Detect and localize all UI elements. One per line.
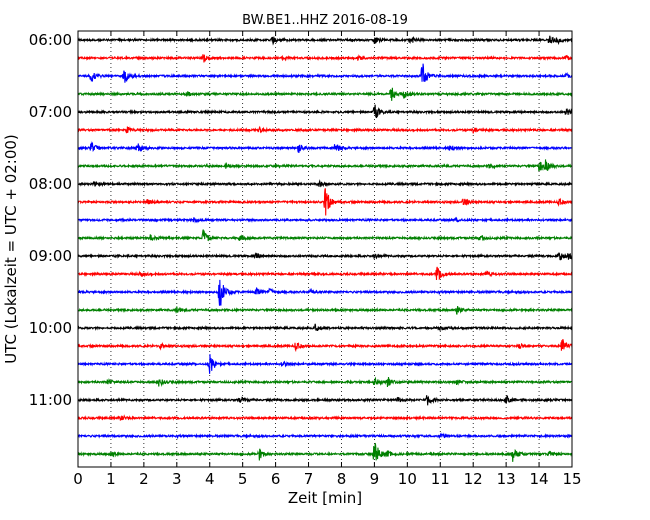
chart-title: BW.BE1..HHZ 2016-08-19 <box>242 13 408 28</box>
x-tick-label-13: 13 <box>497 470 516 488</box>
y-tick-label-5: 11:00 <box>29 391 72 409</box>
trace-10:00 <box>77 323 573 332</box>
trace-08:15 <box>77 188 573 216</box>
trace-10:45 <box>77 376 573 388</box>
x-tick-label-5: 5 <box>238 470 248 488</box>
x-tick-label-15: 15 <box>562 470 581 488</box>
trace-07:45 <box>77 159 573 172</box>
x-tick-label-6: 6 <box>271 470 281 488</box>
trace-09:00 <box>77 252 573 261</box>
trace-09:15 <box>77 266 573 281</box>
trace-08:30 <box>77 216 573 224</box>
trace-09:45 <box>77 306 573 315</box>
seismogram-traces <box>77 35 573 462</box>
trace-06:45 <box>77 87 573 101</box>
x-tick-label-7: 7 <box>304 470 314 488</box>
y-tick-label-0: 06:00 <box>29 31 72 49</box>
trace-11:15 <box>77 414 573 422</box>
trace-06:30 <box>77 63 573 83</box>
x-axis-label: Zeit [min] <box>288 489 362 507</box>
plot-frame <box>77 30 573 468</box>
trace-11:00 <box>77 394 573 406</box>
y-axis-label: UTC (Lokalzeit = UTC + 02:00) <box>2 134 20 364</box>
x-tick-label-12: 12 <box>464 470 483 488</box>
x-tick-label-11: 11 <box>431 470 450 488</box>
x-tick-label-0: 0 <box>73 470 83 488</box>
x-tick-label-2: 2 <box>139 470 149 488</box>
grid-lines <box>110 31 540 467</box>
y-tick-label-4: 10:00 <box>29 319 72 337</box>
trace-06:15 <box>77 54 573 63</box>
trace-11:30 <box>77 432 573 440</box>
trace-11:45 <box>77 442 573 462</box>
trace-10:15 <box>77 338 573 353</box>
y-tick-label-1: 07:00 <box>29 103 72 121</box>
trace-10:30 <box>77 354 573 374</box>
trace-07:15 <box>77 125 573 134</box>
trace-06:00 <box>77 35 573 46</box>
trace-07:30 <box>77 141 573 153</box>
x-tick-label-9: 9 <box>370 470 380 488</box>
x-tick-label-1: 1 <box>106 470 116 488</box>
x-tick-label-8: 8 <box>337 470 347 488</box>
trace-09:30 <box>77 279 573 306</box>
trace-08:00 <box>77 179 573 188</box>
x-tick-label-3: 3 <box>172 470 182 488</box>
y-tick-label-3: 09:00 <box>29 247 72 265</box>
x-tick-label-10: 10 <box>398 470 417 488</box>
trace-07:00 <box>77 104 573 119</box>
trace-08:45 <box>77 229 573 242</box>
x-tick-label-14: 14 <box>530 470 549 488</box>
axis-ticks: 0 1 2 3 4 5 6 7 8 9 10 11 12 13 14 1506:0007:0008:0009:… <box>29 31 582 488</box>
x-tick-label-4: 4 <box>205 470 215 488</box>
y-tick-label-2: 08:00 <box>29 175 72 193</box>
